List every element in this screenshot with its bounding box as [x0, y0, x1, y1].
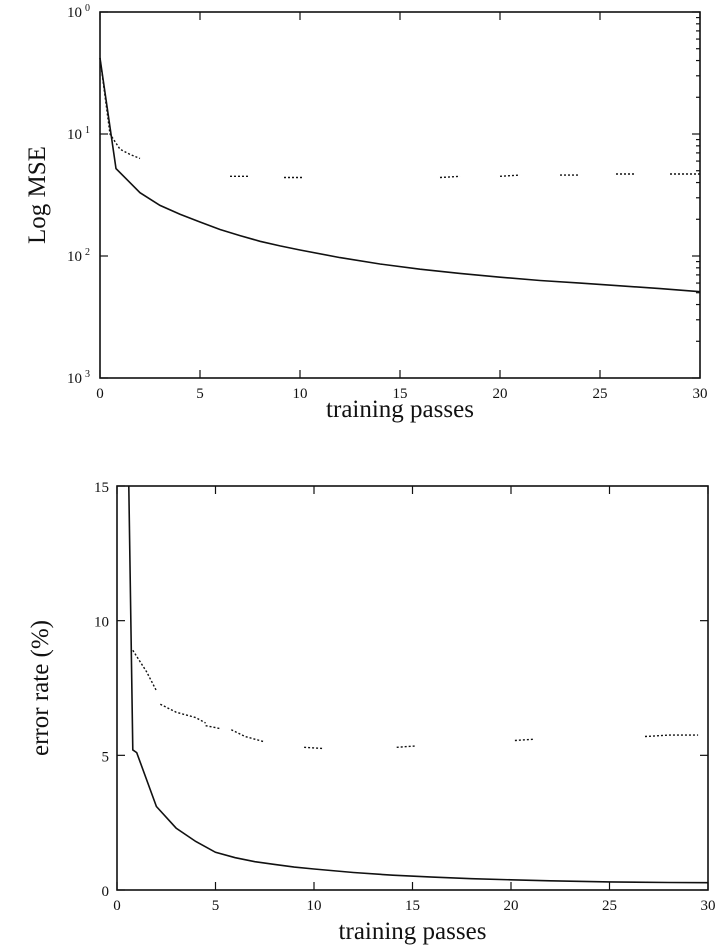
series-dotted-segment — [499, 174, 521, 177]
y-axis-title: error rate (%) — [27, 620, 54, 756]
y-tick-label: 10 — [94, 615, 109, 631]
y-tick-label: 5 — [102, 749, 110, 765]
series-dotted-segment — [205, 725, 220, 730]
x-tick-label: 0 — [96, 386, 104, 402]
x-tick-label: 15 — [405, 898, 420, 914]
y-tick-label: 10 1 — [67, 125, 90, 143]
y-axis-title: Log MSE — [24, 146, 51, 244]
series-dotted-segment — [396, 745, 417, 748]
x-tick-label: 25 — [593, 386, 608, 402]
y-tick-exponent: 0 — [85, 3, 90, 14]
x-tick-label: 20 — [504, 898, 519, 914]
x-axis-title: training passes — [326, 396, 474, 423]
y-tick-exponent: 2 — [85, 247, 90, 258]
plot-frame — [99, 11, 701, 379]
series-dotted-segment — [132, 649, 158, 692]
x-axis-title: training passes — [339, 918, 487, 945]
series-dotted-segment — [230, 729, 265, 743]
x-tick-label: 5 — [212, 898, 220, 914]
y-tick-exponent: 1 — [85, 125, 90, 136]
x-tick-label: 30 — [693, 386, 708, 402]
series-dotted-segment — [159, 703, 206, 724]
x-tick-label: 25 — [602, 898, 617, 914]
x-tick-label: 10 — [307, 898, 322, 914]
series-dotted-segment — [439, 175, 461, 179]
series-dotted-segment — [644, 734, 699, 738]
x-tick-label: 10 — [293, 386, 308, 402]
series-dotted-segment — [514, 738, 535, 742]
series-dotted-segment — [304, 746, 324, 750]
x-tick-label: 5 — [196, 386, 204, 402]
error-rate-plot: 0 5 10 15 20 25 30 0 5 10 15 training passes error r… — [27, 480, 716, 945]
y-tick-label: 0 — [102, 884, 110, 900]
x-tick-label: 30 — [701, 898, 716, 914]
y-tick-label: 10 3 — [67, 369, 90, 387]
x-tick-label: 20 — [493, 386, 508, 402]
x-tick-label: 0 — [113, 898, 121, 914]
y-tick-exponent: 3 — [85, 369, 90, 380]
series-dotted-segment — [99, 57, 141, 160]
x-tick-label: 15 — [393, 386, 408, 402]
series-solid-line — [99, 57, 701, 293]
y-tick-label: 10 0 — [67, 3, 90, 21]
plot-frame — [116, 485, 709, 891]
y-tick-label: 15 — [94, 480, 109, 496]
y-tick-label: 10 2 — [67, 247, 90, 265]
series-solid-line — [128, 485, 709, 884]
